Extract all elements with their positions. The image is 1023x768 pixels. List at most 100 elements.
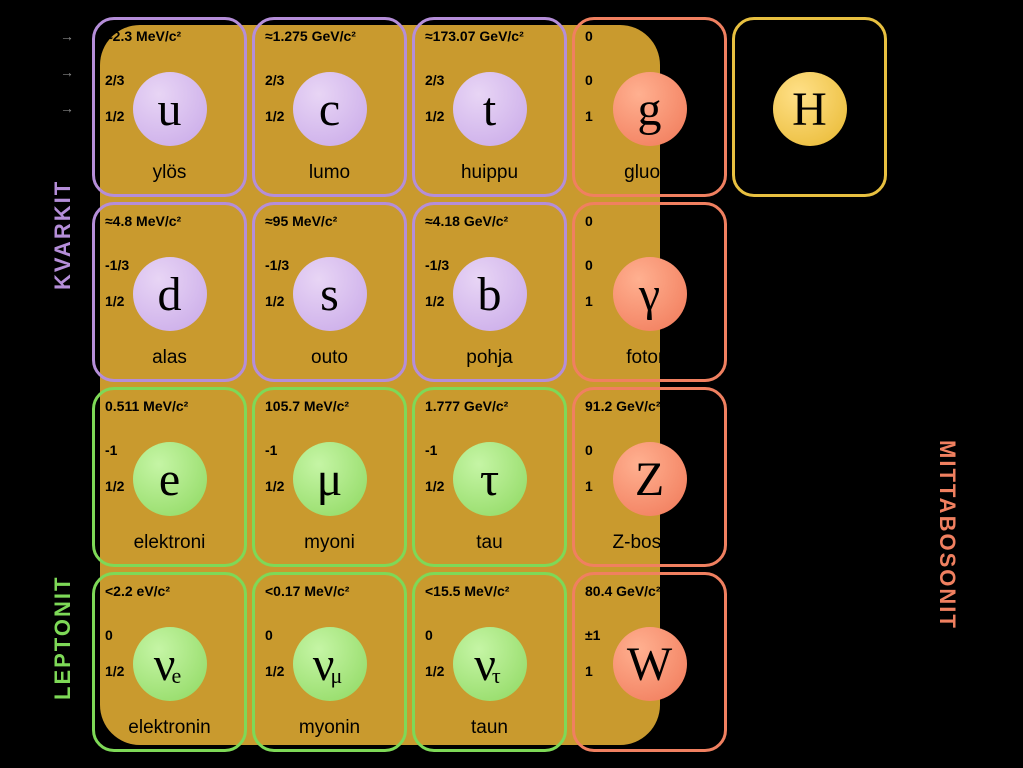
particle-cell-up: u ≈2.3 MeV/c² 2/3 1/2 ylös	[92, 17, 247, 197]
particle-name: alas	[95, 347, 244, 369]
particle-cell-higgs: H	[732, 17, 887, 197]
particle-spin: 1/2	[265, 663, 284, 679]
particle-name: ylös	[95, 162, 244, 184]
particle-cell-wboson: W 80.4 GeV/c² ±1 1	[572, 572, 727, 752]
particle-name: Z-bosoni	[575, 532, 724, 554]
particle-spin: 1/2	[265, 478, 284, 494]
particle-charge: 0	[585, 257, 593, 273]
particle-charge: -1/3	[105, 257, 129, 273]
arrow-charge-icon: →	[60, 64, 74, 80]
particle-spin: 1/2	[425, 663, 444, 679]
particle-cell-muon: μ 105.7 MeV/c² -1 1/2 myoni	[252, 387, 407, 567]
particle-mass: <2.2 eV/c²	[105, 583, 170, 599]
particle-spin: 1/2	[105, 663, 124, 679]
particle-spin: 1/2	[105, 478, 124, 494]
arrow-mass-icon: →	[60, 28, 74, 44]
particle-charge: 2/3	[425, 72, 444, 88]
particle-symbol-charm: c	[293, 72, 367, 146]
particle-name: lumo	[255, 162, 404, 184]
symbol-subscript: μ	[330, 663, 342, 689]
particle-cell-electron: e0.511 MeV/c²-11/2elektroni	[92, 387, 247, 567]
particle-charge: 0	[105, 627, 113, 643]
group-label-mittabosonit: MITTABOSONIT	[934, 440, 960, 630]
symbol-subscript: τ	[492, 663, 501, 689]
particle-cell-charm: c ≈1.275 GeV/c² 2/3 1/2 lumo	[252, 17, 407, 197]
particle-charge: 2/3	[105, 72, 124, 88]
symbol-text: τ	[480, 452, 499, 507]
particle-cell-photon: γ001fotoni	[572, 202, 727, 382]
particle-cell-top: t≈173.07 GeV/c²2/31/2huippu	[412, 17, 567, 197]
symbol-text: μ	[317, 452, 343, 507]
particle-name: myoni	[255, 532, 404, 554]
particle-symbol-up: u	[133, 72, 207, 146]
particle-name: gluoni	[575, 162, 724, 184]
particle-name: pohja	[415, 347, 564, 369]
particle-cell-nue: νe <2.2 eV/c² 0 1/2 elektronin	[92, 572, 247, 752]
particle-symbol-muon: μ	[293, 442, 367, 516]
group-label-kvarkit: KVARKIT	[50, 180, 76, 290]
particle-charge: -1/3	[265, 257, 289, 273]
particle-symbol-gluon: g	[613, 72, 687, 146]
particle-cell-down: d ≈4.8 MeV/c² -1/3 1/2 alas	[92, 202, 247, 382]
particle-spin: 1	[585, 108, 593, 124]
particle-mass: ≈2.3 MeV/c²	[105, 28, 181, 44]
particle-charge: ±1	[585, 627, 600, 643]
symbol-text: c	[319, 82, 340, 137]
particle-charge: -1	[105, 442, 117, 458]
particle-spin: 1/2	[105, 108, 124, 124]
particle-name: elektroni	[95, 532, 244, 554]
particle-charge: 0	[265, 627, 273, 643]
particle-cell-numu: νμ<0.17 MeV/c²01/2myonin	[252, 572, 407, 752]
symbol-text: d	[158, 267, 182, 322]
particle-mass: <15.5 MeV/c²	[425, 583, 509, 599]
particle-mass: 105.7 MeV/c²	[265, 398, 349, 414]
particle-cell-strange: s≈95 MeV/c²-1/31/2outo	[252, 202, 407, 382]
particle-spin: 1/2	[105, 293, 124, 309]
particle-charge: -1	[265, 442, 277, 458]
particle-charge: 0	[585, 442, 593, 458]
particle-cell-bottom: b≈4.18 GeV/c²-1/31/2pohja	[412, 202, 567, 382]
particle-charge: -1/3	[425, 257, 449, 273]
particle-mass: ≈4.18 GeV/c²	[425, 213, 508, 229]
arrow-spin-icon: →	[60, 100, 74, 116]
symbol-text: W	[627, 637, 672, 692]
particle-symbol-zboson: Z	[613, 442, 687, 516]
particle-charge: 2/3	[265, 72, 284, 88]
symbol-subscript: e	[171, 663, 181, 689]
particle-symbol-top: t	[453, 72, 527, 146]
particle-symbol-photon: γ	[613, 257, 687, 331]
particle-symbol-nutau: ντ	[453, 627, 527, 701]
particle-charge: 0	[425, 627, 433, 643]
particle-spin: 1	[585, 663, 593, 679]
symbol-text: s	[320, 267, 339, 322]
particle-mass: 80.4 GeV/c²	[585, 583, 661, 599]
particle-mass: <0.17 MeV/c²	[265, 583, 349, 599]
particle-spin: 1/2	[265, 108, 284, 124]
particle-symbol-down: d	[133, 257, 207, 331]
particle-mass: 0	[585, 28, 593, 44]
particle-symbol-tau: τ	[453, 442, 527, 516]
particle-symbol-wboson: W	[613, 627, 687, 701]
particle-charge: 0	[585, 72, 593, 88]
particle-spin: 1	[585, 478, 593, 494]
particle-symbol-numu: νμ	[293, 627, 367, 701]
symbol-text: g	[638, 82, 662, 137]
particle-mass: 91.2 GeV/c²	[585, 398, 661, 414]
particle-name: fotoni	[575, 347, 724, 369]
particle-symbol-nue: νe	[133, 627, 207, 701]
particle-symbol-bottom: b	[453, 257, 527, 331]
particle-mass: ≈173.07 GeV/c²	[425, 28, 524, 44]
particle-mass: 1.777 GeV/c²	[425, 398, 508, 414]
particle-name: elektronin	[95, 717, 244, 739]
symbol-text: e	[159, 452, 180, 507]
symbol-text: γ	[639, 267, 660, 322]
particle-spin: 1/2	[425, 478, 444, 494]
particle-mass: ≈4.8 MeV/c²	[105, 213, 181, 229]
particle-spin: 1	[585, 293, 593, 309]
particle-grid: u ≈2.3 MeV/c² 2/3 1/2 ylös c ≈1.275 GeV/c² 2/3 1…	[90, 15, 890, 755]
symbol-text: H	[792, 82, 827, 137]
particle-spin: 1/2	[425, 108, 444, 124]
particle-name: taun	[415, 717, 564, 739]
symbol-text: u	[158, 82, 182, 137]
particle-mass: ≈1.275 GeV/c²	[265, 28, 356, 44]
